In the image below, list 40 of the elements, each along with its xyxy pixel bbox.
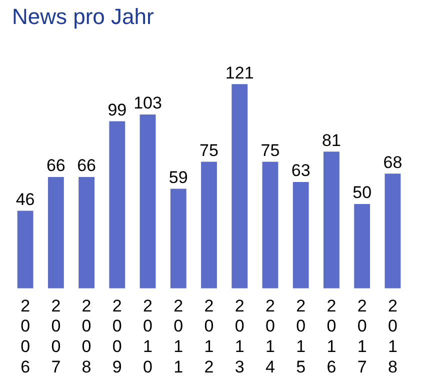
data-label: 121 <box>225 63 254 82</box>
bar <box>109 121 126 288</box>
data-label: 66 <box>77 156 96 176</box>
bar <box>140 114 156 288</box>
bar <box>232 84 248 288</box>
data-label: 68 <box>383 152 402 172</box>
x-tick-label: 2016 <box>326 296 336 376</box>
bar <box>292 182 309 288</box>
data-label: 103 <box>134 94 162 113</box>
x-tick-label: 2006 <box>20 296 30 376</box>
data-label: 99 <box>108 100 127 120</box>
x-tick-label: 2007 <box>51 296 61 376</box>
x-tick-label: 2017 <box>357 296 367 376</box>
data-label: 63 <box>291 161 310 180</box>
data-label: 46 <box>16 190 35 209</box>
x-tick-label: 2013 <box>234 296 244 376</box>
data-label: 66 <box>46 156 66 176</box>
chart-title: News pro Jahr <box>12 4 154 30</box>
x-tick-label: 2008 <box>82 296 92 376</box>
x-tick-label: 2010 <box>143 296 153 376</box>
bar <box>17 210 34 288</box>
bar <box>201 162 217 288</box>
bar <box>262 162 278 288</box>
data-label: 75 <box>200 140 218 160</box>
bar <box>78 176 94 288</box>
data-label: 59 <box>168 168 188 187</box>
x-tick-label: 2018 <box>388 296 398 376</box>
bar <box>324 152 340 288</box>
x-tick-label: 2014 <box>265 296 275 376</box>
x-tick-label: 2009 <box>112 296 122 376</box>
data-label: 75 <box>260 140 280 160</box>
bar <box>48 176 64 288</box>
bar <box>170 188 186 288</box>
bar <box>384 174 401 288</box>
x-tick-label: 2011 <box>174 296 184 376</box>
bar <box>354 204 370 288</box>
data-label: 81 <box>322 130 341 150</box>
x-tick-label: 2015 <box>296 296 306 376</box>
data-label: 50 <box>352 183 372 202</box>
x-tick-label: 2012 <box>204 296 214 376</box>
